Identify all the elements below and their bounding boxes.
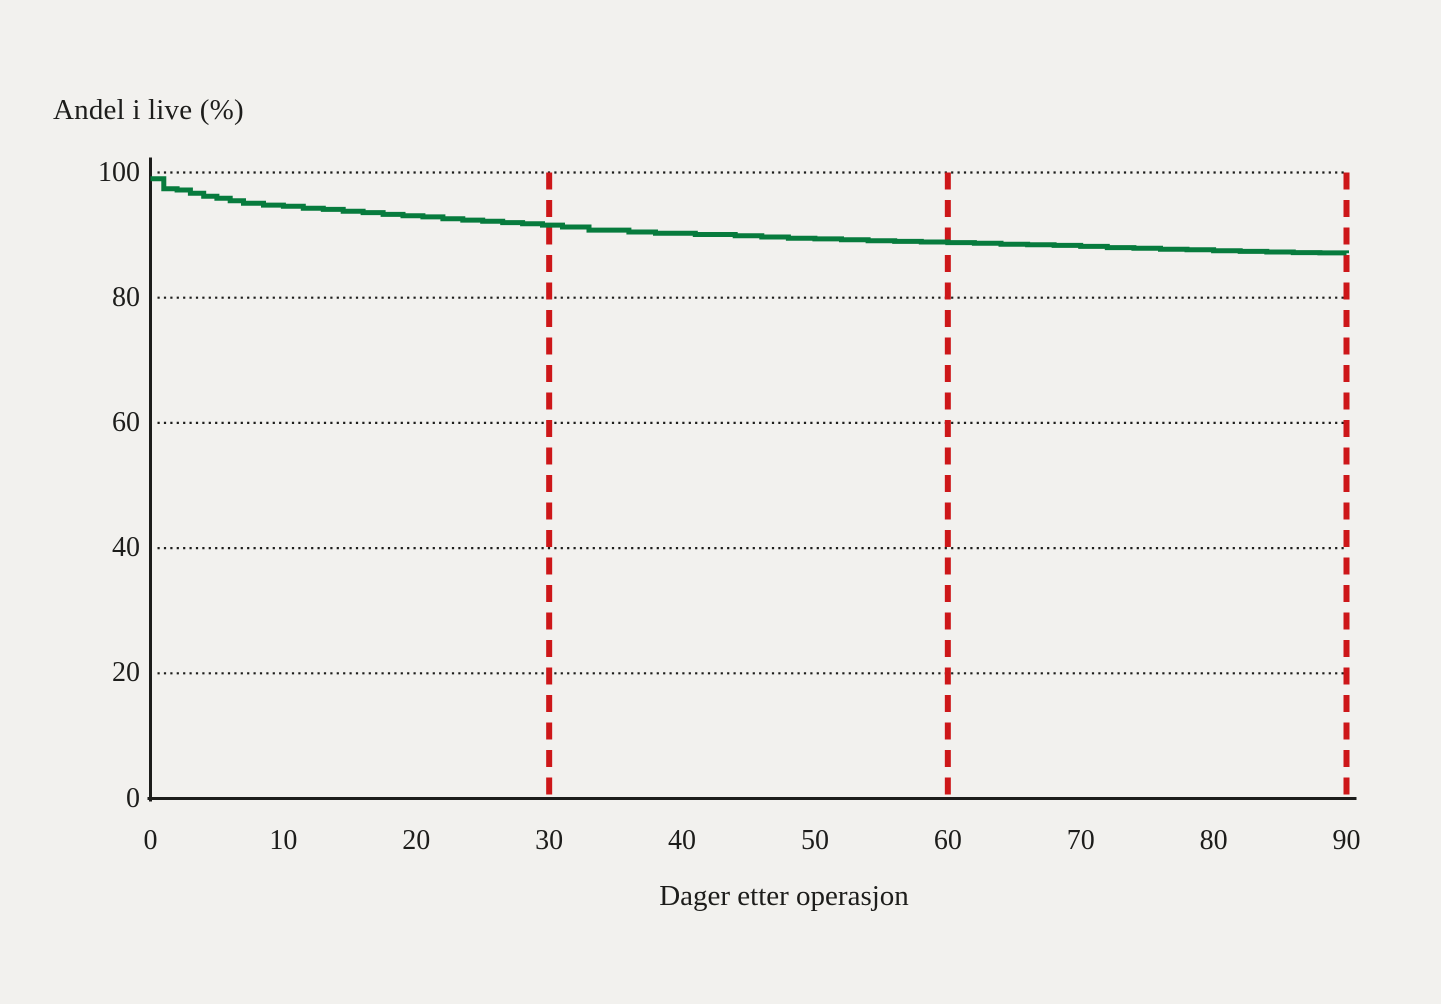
x-tick-label-10: 10: [269, 825, 298, 856]
x-axis-title: Dager etter operasjon: [659, 880, 909, 912]
survival-curve: [150, 176, 1349, 256]
x-tick-label-90: 90: [1332, 825, 1361, 856]
y-tick-label-20: 20: [112, 657, 140, 689]
x-tick-label-30: 30: [535, 825, 564, 856]
x-tick-label-20: 20: [402, 825, 431, 856]
y-tick-label-80: 80: [112, 281, 140, 313]
x-tick-label-60: 60: [933, 825, 962, 856]
x-tick-label-50: 50: [800, 825, 829, 856]
x-tick-label-80: 80: [1199, 825, 1228, 856]
y-tick-label-0: 0: [126, 782, 140, 814]
x-tick-label-0: 0: [143, 825, 158, 856]
y-tick-label-100: 100: [98, 156, 140, 188]
y-tick-label-40: 40: [112, 532, 140, 564]
y-axis-title: Andel i live (%): [53, 94, 244, 126]
y-tick-label-60: 60: [112, 406, 140, 438]
x-tick-label-70: 70: [1066, 825, 1095, 856]
x-tick-label-40: 40: [668, 825, 697, 856]
